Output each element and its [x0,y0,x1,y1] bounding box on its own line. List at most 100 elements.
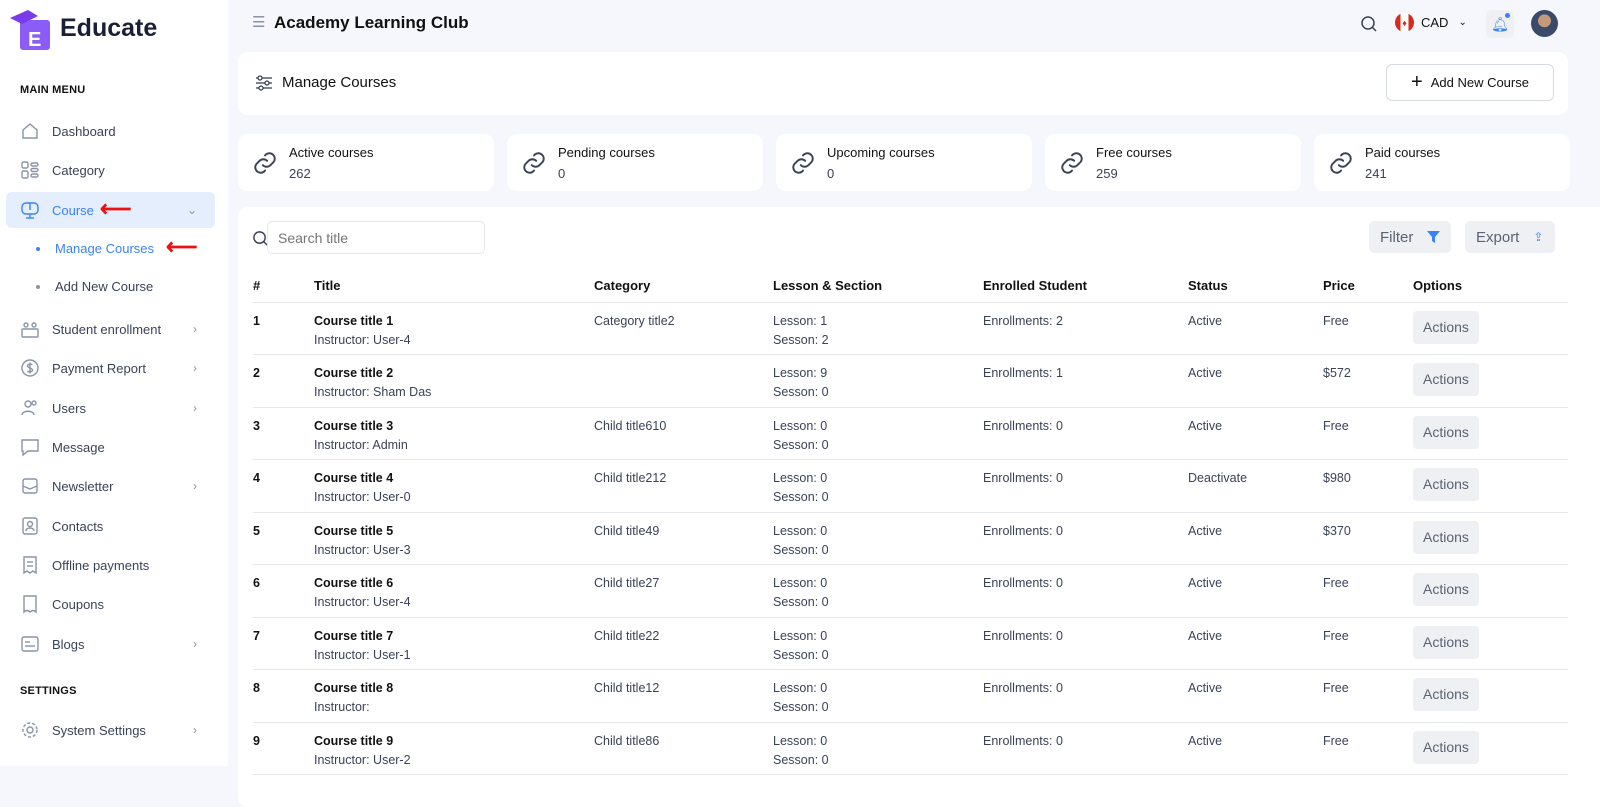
currency-select[interactable]: ♦ CAD ⌄ [1395,13,1467,32]
course-status: Active [1188,407,1323,460]
sidebar-item-student-enrollment[interactable]: Student enrollment › [6,311,215,347]
course-price: Free [1323,302,1413,355]
course-title[interactable]: Course title 2 [314,366,394,380]
table-row: 7 Course title 7 Instructor: User-1 Child… [253,617,1568,670]
sidebar-item-offline-payments[interactable]: Offline payments [6,547,215,583]
course-instructor: Instructor: [314,700,370,714]
sidebar-item-coupons[interactable]: Coupons [6,586,215,622]
actions-button[interactable]: Actions [1413,468,1479,501]
column-header: Category [594,270,773,303]
chevron-right-icon: › [193,322,197,336]
course-title[interactable]: Course title 9 [314,733,394,748]
course-category: Child title12 [594,669,773,723]
column-header: Lesson & Section [773,270,983,303]
search-icon[interactable] [1360,15,1378,33]
stat-card: Free courses 259 [1045,134,1301,191]
sidebar-item-newsletter[interactable]: Newsletter › [6,468,215,504]
page-header-card: Manage Courses + Add New Course [238,52,1568,115]
table-row: 5 Course title 5 Instructor: User-3 Child… [253,512,1568,565]
course-price: Free [1323,564,1413,618]
course-title[interactable]: Course title 5 [314,523,394,538]
add-new-course-button[interactable]: + Add New Course [1386,64,1554,101]
stat-card: Paid courses 241 [1314,134,1570,191]
contact-icon [22,517,38,535]
canada-flag-icon: ♦ [1395,13,1414,32]
export-button[interactable]: Export ⇪ [1465,221,1555,253]
notification-bell-button[interactable]: 🔔︎ [1486,10,1514,38]
sidebar-item-blogs[interactable]: Blogs › [6,626,215,662]
upload-icon: ⇪ [1533,230,1544,244]
stat-card: Pending courses 0 [507,134,763,191]
enrollment-count: Enrollments: 0 [983,669,1188,723]
course-category: Child title610 [594,407,773,460]
course-instructor: Instructor: User-4 [314,332,411,347]
table-row: 8 Course title 8 Instructor: Child title1… [253,669,1568,723]
actions-button[interactable]: Actions [1413,678,1479,711]
row-number: 3 [253,407,314,460]
course-title[interactable]: Course title 1 [314,313,394,328]
row-number: 8 [253,669,314,723]
course-category: Child title49 [594,512,773,565]
actions-button[interactable]: Actions [1413,573,1479,606]
page-title: Manage Courses [282,74,397,91]
course-category: Category title2 [594,302,773,355]
lesson-count: Lesson: 1 [773,313,828,328]
row-number: 5 [253,512,314,565]
course-title[interactable]: Course title 8 [314,681,394,695]
coupon-icon [23,595,37,614]
subitem-label: Add New Course [55,279,154,294]
sidebar-item-label: Offline payments [52,557,150,573]
course-title[interactable]: Course title 7 [314,628,394,643]
sidebar-item-message[interactable]: Message [6,429,215,465]
sidebar-item-category[interactable]: Category [6,152,215,188]
sidebar-item-label: Users [52,400,86,416]
button-label: Export [1476,228,1520,246]
course-status: Active [1188,669,1323,723]
actions-button[interactable]: Actions [1413,363,1479,396]
course-instructor: Instructor: Admin [314,437,408,452]
actions-button[interactable]: Actions [1413,415,1479,449]
table-row: 4 Course title 4 Instructor: User-0 Child… [253,459,1568,513]
course-price: $980 [1323,459,1413,513]
sidebar-item-course[interactable]: Course ⌄ [6,192,215,228]
newsletter-icon [22,478,38,494]
filter-button[interactable]: Filter [1369,221,1451,253]
sidebar-item-contacts[interactable]: Contacts [6,508,215,544]
filter-icon [1427,231,1441,243]
button-label: Filter [1380,228,1414,246]
course-title[interactable]: Course title 3 [314,418,394,433]
search-input[interactable] [267,221,485,254]
menu-toggle-icon[interactable]: ☰ [252,14,266,31]
section-count: Sesson: 0 [773,700,829,714]
table-row: 9 Course title 9 Instructor: User-2 Child… [253,722,1568,775]
actions-button[interactable]: Actions [1413,625,1479,659]
enrollment-count: Enrollments: 0 [983,512,1188,565]
bell-icon: 🔔︎ [1491,15,1509,32]
avatar[interactable] [1531,10,1558,37]
lesson-count: Lesson: 0 [773,733,828,748]
users-board-icon [21,322,39,338]
sidebar-item-users[interactable]: Users › [6,390,215,426]
course-instructor: Instructor: User-3 [314,542,411,557]
actions-button[interactable]: Actions [1413,310,1479,344]
sidebar-subitem-manage-courses[interactable]: Manage Courses [36,241,154,256]
lesson-count: Lesson: 0 [773,628,828,643]
sidebar-item-system-settings[interactable]: System Settings › [6,712,215,748]
sidebar-subitem-add-new-course[interactable]: Add New Course [36,279,153,294]
sidebar-item-label: Newsletter [52,478,114,494]
notification-dot [1505,13,1510,18]
actions-button[interactable]: Actions [1413,520,1479,554]
table-row: 6 Course title 6 Instructor: User-4 Child… [253,564,1568,618]
lesson-count: Lesson: 9 [773,366,828,380]
sidebar-item-dashboard[interactable]: Dashboard [6,113,215,149]
button-label: Add New Course [1430,75,1529,90]
sidebar-item-payment-report[interactable]: Payment Report › [6,350,215,386]
brand-name: Educate [60,13,158,42]
logo[interactable]: E Educate [8,6,157,50]
column-header: Enrolled Student [983,270,1188,303]
course-title[interactable]: Course title 4 [314,471,394,485]
link-icon [792,151,814,174]
actions-button[interactable]: Actions [1413,730,1479,764]
course-title[interactable]: Course title 6 [314,576,394,590]
sidebar-item-label: Course [52,202,94,218]
